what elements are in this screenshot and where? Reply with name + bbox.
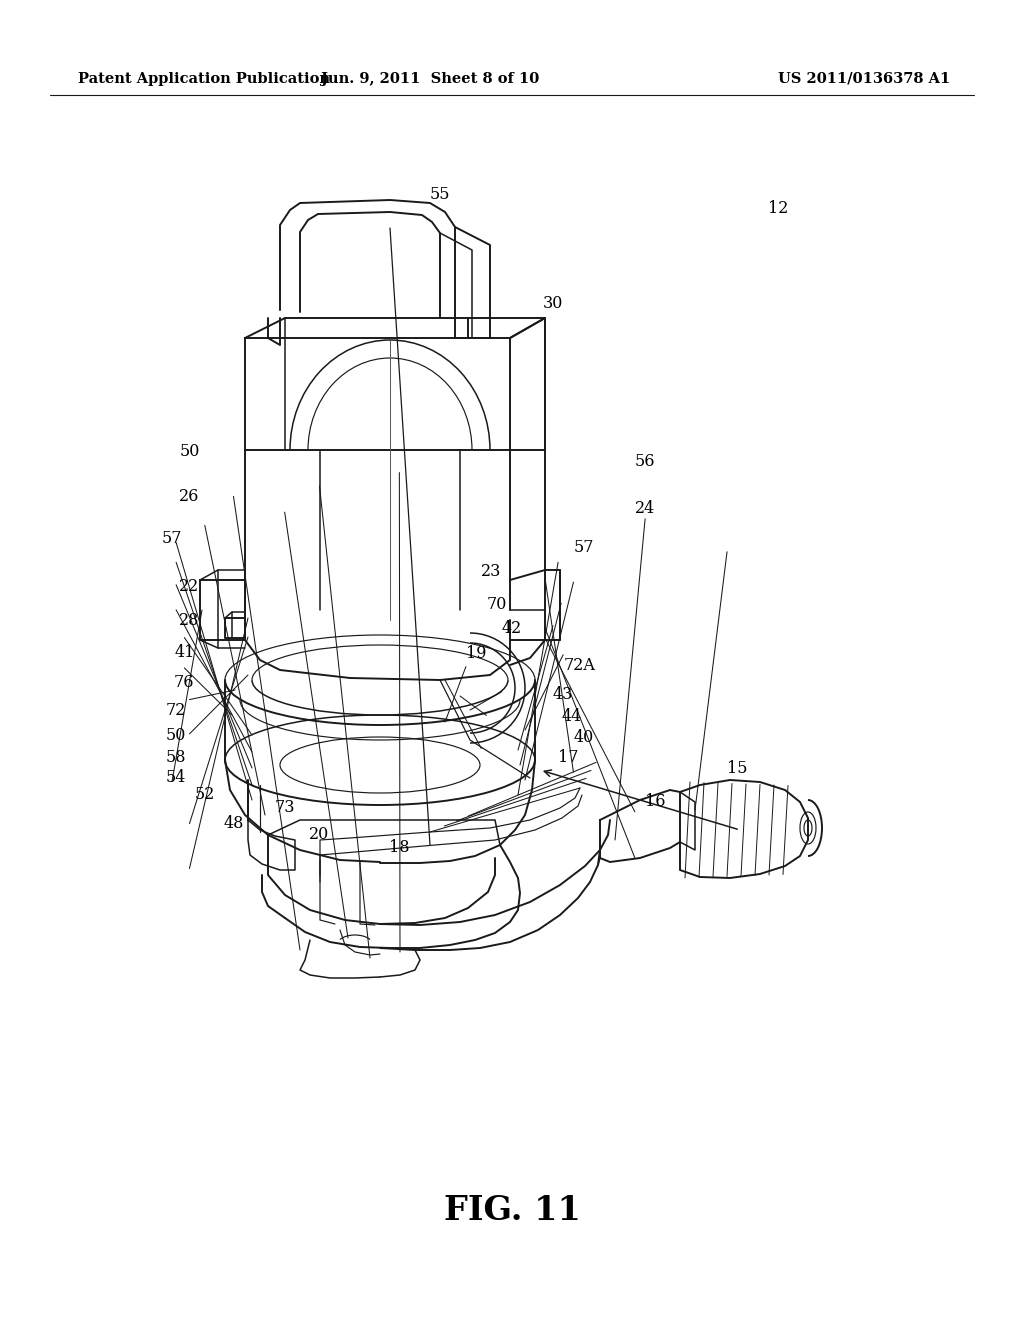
Text: 72A: 72A bbox=[563, 657, 595, 673]
Text: 44: 44 bbox=[561, 709, 582, 725]
Text: 23: 23 bbox=[481, 564, 502, 579]
Text: 19: 19 bbox=[466, 645, 486, 661]
Text: 40: 40 bbox=[573, 730, 594, 746]
Text: 73: 73 bbox=[274, 800, 295, 816]
Text: 72: 72 bbox=[166, 702, 186, 718]
Text: Patent Application Publication: Patent Application Publication bbox=[78, 73, 330, 86]
Text: 28: 28 bbox=[179, 612, 200, 628]
Text: 16: 16 bbox=[645, 793, 666, 809]
Text: 12: 12 bbox=[768, 201, 788, 216]
Text: 50: 50 bbox=[179, 444, 200, 459]
Text: 43: 43 bbox=[553, 686, 573, 702]
Text: 20: 20 bbox=[309, 826, 330, 842]
Text: 70: 70 bbox=[486, 597, 507, 612]
Text: 15: 15 bbox=[727, 760, 748, 776]
Text: 26: 26 bbox=[179, 488, 200, 504]
Text: US 2011/0136378 A1: US 2011/0136378 A1 bbox=[778, 73, 950, 86]
Text: FIG. 11: FIG. 11 bbox=[443, 1193, 581, 1226]
Text: Jun. 9, 2011  Sheet 8 of 10: Jun. 9, 2011 Sheet 8 of 10 bbox=[321, 73, 539, 86]
Text: 57: 57 bbox=[162, 531, 182, 546]
Text: 57: 57 bbox=[573, 540, 594, 556]
Text: 41: 41 bbox=[174, 644, 195, 660]
Text: 76: 76 bbox=[174, 675, 195, 690]
Text: 54: 54 bbox=[166, 770, 186, 785]
Text: 56: 56 bbox=[635, 454, 655, 470]
Text: 50: 50 bbox=[166, 727, 186, 743]
Text: 30: 30 bbox=[543, 296, 563, 312]
Text: 55: 55 bbox=[430, 186, 451, 202]
Text: 42: 42 bbox=[502, 620, 522, 636]
Text: 22: 22 bbox=[179, 578, 200, 594]
Text: 18: 18 bbox=[389, 840, 410, 855]
Text: 58: 58 bbox=[166, 750, 186, 766]
Text: 48: 48 bbox=[223, 816, 244, 832]
Text: 17: 17 bbox=[558, 750, 579, 766]
Text: 24: 24 bbox=[635, 500, 655, 516]
Text: 52: 52 bbox=[195, 787, 215, 803]
